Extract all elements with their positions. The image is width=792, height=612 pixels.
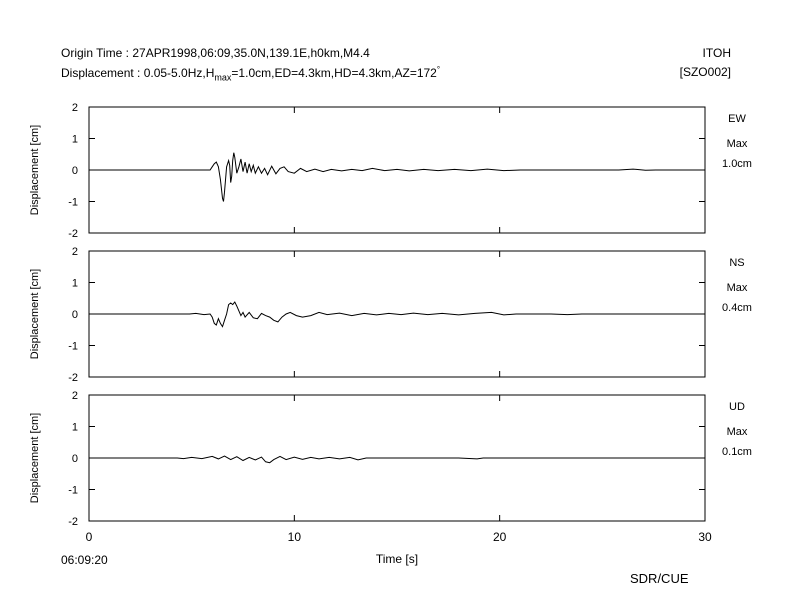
x-tick-label: 0 xyxy=(86,530,93,544)
credit-label: SDR/CUE xyxy=(630,571,689,586)
y-tick-label: -1 xyxy=(68,341,78,353)
degree-symbol: ° xyxy=(436,65,441,74)
component-label: UD xyxy=(729,401,745,413)
x-tick-label: 20 xyxy=(493,530,507,544)
y-tick-label: -2 xyxy=(68,372,78,384)
y-tick-label: -1 xyxy=(68,485,78,497)
trace-ew xyxy=(89,152,705,202)
y-tick-label: 0 xyxy=(72,453,78,465)
max-label: Max xyxy=(727,138,748,150)
max-label: Max xyxy=(727,426,748,438)
y-tick-label: 0 xyxy=(72,309,78,321)
origin-time-label: Origin Time : 27APR1998,06:09,35.0N,139.… xyxy=(61,46,370,60)
y-tick-label: -2 xyxy=(68,516,78,528)
x-tick-label: 10 xyxy=(288,530,302,544)
displacement-info-subscript: max xyxy=(214,72,232,83)
component-label: NS xyxy=(729,257,744,269)
displacement-info-suffix: =1.0cm,ED=4.3km,HD=4.3km,AZ=172 xyxy=(231,66,437,80)
y-tick-label: 2 xyxy=(72,390,78,402)
y-tick-label: 1 xyxy=(72,134,78,146)
station-name: ITOH xyxy=(702,46,731,60)
displacement-info-label: Displacement : 0.05-5.0Hz,Hmax=1.0cm,ED=… xyxy=(61,65,440,82)
displacement-info-prefix: Displacement : 0.05-5.0Hz,H xyxy=(61,66,215,80)
y-tick-label: -1 xyxy=(68,197,78,209)
y-tick-label: 1 xyxy=(72,422,78,434)
max-value: 0.4cm xyxy=(722,302,752,314)
x-axis-label: Time [s] xyxy=(376,552,418,566)
trace-ud xyxy=(89,455,705,464)
y-axis-label: Displacement [cm] xyxy=(29,125,41,215)
y-tick-label: 2 xyxy=(72,102,78,114)
max-label: Max xyxy=(727,282,748,294)
y-axis-label: Displacement [cm] xyxy=(29,413,41,503)
start-time-label: 06:09:20 xyxy=(61,553,108,567)
max-value: 0.1cm xyxy=(722,446,752,458)
y-tick-label: 0 xyxy=(72,165,78,177)
y-tick-label: 1 xyxy=(72,278,78,290)
x-tick-label: 30 xyxy=(698,530,712,544)
component-label: EW xyxy=(728,113,746,125)
y-axis-label: Displacement [cm] xyxy=(29,269,41,359)
station-code: [SZO002] xyxy=(679,65,731,79)
y-tick-label: -2 xyxy=(68,228,78,240)
origin-time-text: Origin Time : 27APR1998,06:09,35.0N,139.… xyxy=(61,46,370,60)
y-tick-label: 2 xyxy=(72,246,78,258)
trace-ns xyxy=(89,301,705,328)
max-value: 1.0cm xyxy=(722,158,752,170)
